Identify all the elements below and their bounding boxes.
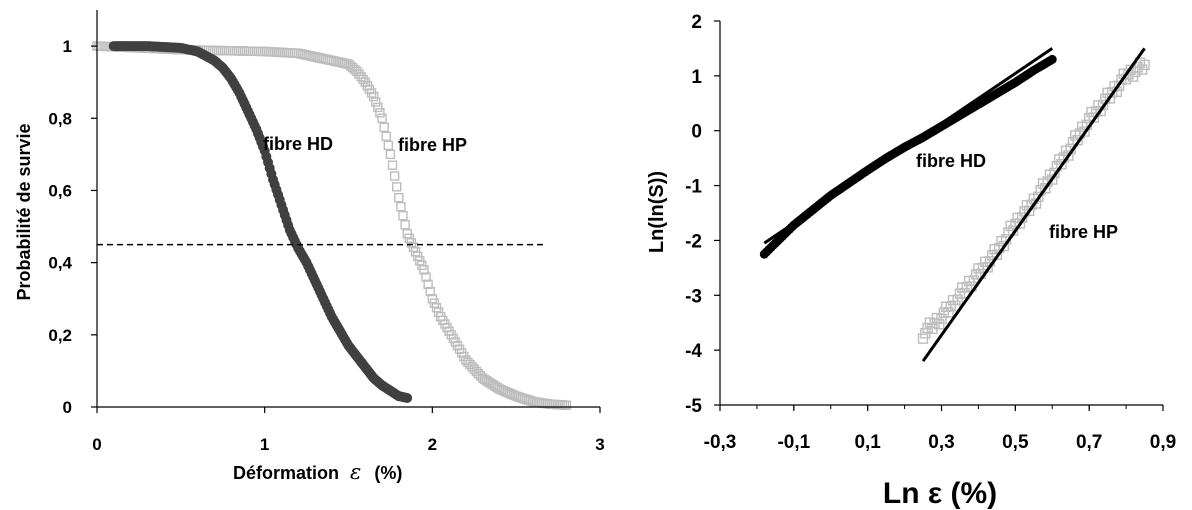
left-y-tick-label: 0,6 bbox=[48, 181, 72, 200]
left-y-tick-label: 0,2 bbox=[48, 326, 72, 345]
right-data-marks bbox=[759, 54, 1150, 344]
right-hp-point bbox=[1033, 191, 1044, 203]
right-hp-point bbox=[1104, 93, 1116, 104]
right-y-tick-label: 2 bbox=[691, 12, 702, 33]
right-y-axis-label: Ln(ln(S)) bbox=[646, 171, 668, 253]
left-annotation-hd: fibre HD bbox=[263, 134, 333, 154]
left-hp-point bbox=[423, 279, 433, 289]
right-x-tick-label: -0,1 bbox=[777, 432, 810, 453]
left-hd-point bbox=[402, 392, 413, 403]
left-hp-point bbox=[381, 131, 391, 142]
right-hp-point bbox=[1023, 205, 1035, 217]
left-x-tick-label: 2 bbox=[428, 435, 437, 454]
right-fit-line bbox=[921, 47, 1146, 362]
left-hp-point bbox=[389, 171, 400, 181]
left-hp-point bbox=[421, 272, 431, 282]
right-hp-point bbox=[1040, 182, 1051, 194]
left-x-label-text: Déformation bbox=[233, 463, 339, 483]
left-hp-point bbox=[371, 97, 381, 107]
left-hp-point bbox=[400, 220, 410, 230]
left-hp-point bbox=[385, 149, 396, 160]
right-chart: -0,3 -0,1 0,1 0,3 0,5 0,7 0,9 -5 -4 -3 -2 -1 0 1 2 fib… bbox=[646, 12, 1176, 510]
left-data-marks bbox=[92, 41, 572, 410]
left-hp-point bbox=[396, 201, 406, 212]
left-hp-point bbox=[392, 182, 402, 192]
right-hp-point bbox=[998, 240, 1009, 252]
left-hp-point bbox=[377, 113, 387, 123]
left-y-tick-label: 1 bbox=[63, 37, 72, 56]
left-y-tick-label: 0,4 bbox=[48, 254, 72, 273]
left-x-label-unit: (%) bbox=[374, 463, 402, 483]
left-hp-point bbox=[561, 400, 572, 410]
right-y-tick-label: 1 bbox=[691, 67, 702, 88]
right-y-tick-label: -4 bbox=[685, 341, 702, 362]
left-x-tick-label: 0 bbox=[92, 435, 101, 454]
right-y-tick-label: -2 bbox=[685, 231, 702, 252]
right-x-tick-label: 0,9 bbox=[1150, 432, 1176, 453]
right-hp-point bbox=[943, 307, 954, 318]
right-annotation-hd: fibre HD bbox=[916, 151, 986, 171]
left-x-tick-label: 1 bbox=[260, 435, 269, 454]
right-x-tick-label: 0,1 bbox=[854, 432, 881, 453]
left-y-tick-label: 0 bbox=[63, 398, 72, 417]
right-y-tick-label: -1 bbox=[685, 177, 702, 198]
left-hp-point bbox=[425, 286, 435, 297]
right-hp-point bbox=[1079, 126, 1090, 137]
right-hd-point bbox=[1047, 54, 1057, 64]
right-hp-point bbox=[936, 313, 947, 325]
right-hp-point bbox=[959, 287, 970, 299]
left-hp-point bbox=[398, 211, 408, 221]
left-hp-point bbox=[368, 91, 379, 102]
right-hp-point bbox=[933, 319, 945, 330]
left-chart: 0 1 2 3 0 0,2 0,4 0,6 0,8 1 fibre HD fibre HP Pro… bbox=[14, 10, 605, 484]
right-x-axis-label: Ln ε (%) bbox=[883, 477, 997, 510]
left-x-tick-label: 3 bbox=[595, 435, 604, 454]
left-ticks: 0 1 2 3 0 0,2 0,4 0,6 0,8 1 bbox=[48, 37, 604, 454]
left-hp-point bbox=[419, 265, 429, 275]
left-hp-point bbox=[394, 192, 404, 203]
left-x-label-symbol: ε bbox=[350, 460, 361, 484]
right-hp-point bbox=[950, 300, 961, 311]
right-hp-point bbox=[1063, 150, 1074, 161]
right-annotation-hp: fibre HP bbox=[1049, 222, 1118, 242]
left-x-axis-label: Déformation ε (%) bbox=[233, 460, 402, 484]
right-hp-point bbox=[1056, 158, 1067, 170]
right-hp-point bbox=[917, 333, 929, 344]
left-hp-point bbox=[387, 160, 398, 170]
right-y-tick-label: 0 bbox=[691, 122, 702, 143]
left-hp-point bbox=[379, 122, 389, 132]
left-hp-point bbox=[373, 102, 383, 113]
left-y-axis-label: Probabilité de survie bbox=[14, 123, 34, 300]
right-x-tick-label: 0,3 bbox=[928, 432, 954, 453]
right-y-tick-label: -3 bbox=[685, 286, 702, 307]
right-y-tick-label: -5 bbox=[685, 396, 702, 417]
left-hp-point bbox=[383, 140, 394, 151]
right-x-tick-label: 0,7 bbox=[1076, 432, 1102, 453]
right-hp-point bbox=[1047, 174, 1058, 185]
right-hp-point bbox=[952, 294, 963, 305]
left-hp-point bbox=[375, 108, 385, 118]
right-hp-point bbox=[1139, 59, 1150, 71]
right-x-tick-label: -0,3 bbox=[704, 432, 737, 453]
right-ticks: -0,3 -0,1 0,1 0,3 0,5 0,7 0,9 -5 -4 -3 -2 -1 0 1 2 bbox=[685, 12, 1176, 453]
left-annotation-hp: fibre HP bbox=[398, 135, 467, 155]
right-hp-point bbox=[1113, 80, 1125, 91]
left-y-tick-label: 0,8 bbox=[48, 109, 72, 128]
right-hp-point bbox=[968, 275, 980, 286]
right-hp-point bbox=[1095, 105, 1106, 117]
right-fit-line bbox=[763, 47, 1054, 245]
right-fit-lines bbox=[763, 47, 1146, 362]
right-x-tick-label: 0,5 bbox=[1002, 432, 1029, 453]
right-hp-point bbox=[1014, 218, 1026, 229]
